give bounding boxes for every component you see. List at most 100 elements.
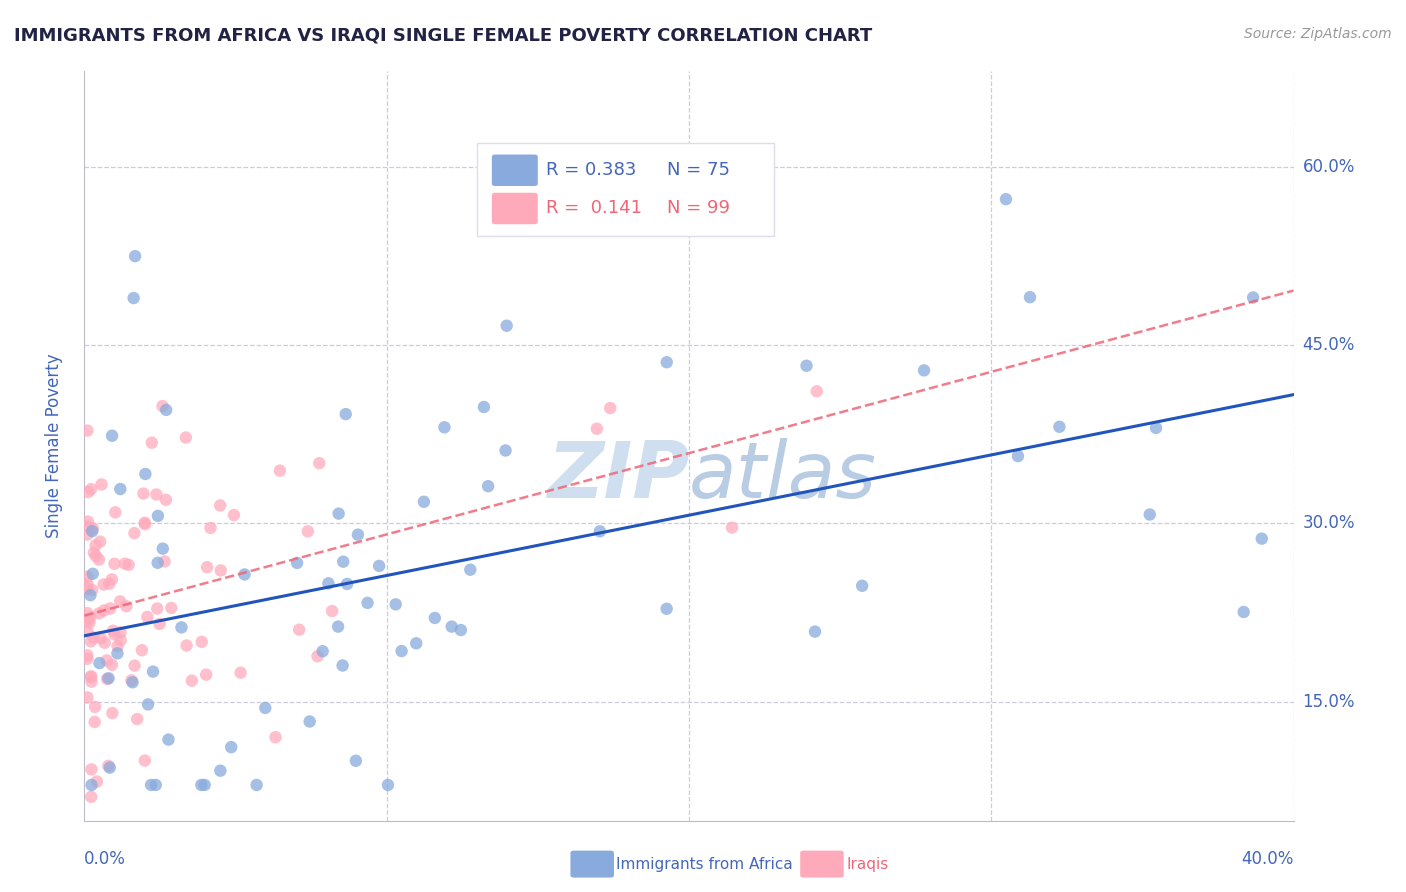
Point [298, 714, 321, 729]
Point [146, 556, 169, 570]
Point [98, 761, 121, 775]
Point [495, 318, 517, 333]
Point [80, 482, 103, 496]
Point [124, 526, 146, 541]
Point [80, 669, 103, 683]
Text: 45.0%: 45.0% [1302, 336, 1355, 354]
Point [80, 674, 103, 689]
Point [89, 534, 111, 549]
Point [1139, 508, 1161, 522]
Text: Single Female Poverty: Single Female Poverty [45, 354, 63, 538]
FancyBboxPatch shape [492, 193, 538, 224]
Point [141, 435, 163, 450]
Point [721, 520, 744, 534]
Point [336, 577, 359, 591]
Point [155, 403, 177, 417]
Point [76, 424, 98, 438]
Point [90, 477, 112, 491]
Point [368, 558, 391, 573]
Point [132, 486, 155, 500]
Point [76, 624, 98, 639]
Point [326, 619, 349, 633]
Point [1007, 449, 1029, 463]
FancyBboxPatch shape [571, 851, 614, 878]
Point [79, 610, 101, 624]
Point [107, 646, 129, 660]
Point [76, 648, 98, 663]
Point [93, 636, 115, 650]
Point [152, 541, 174, 556]
Point [332, 658, 354, 673]
Point [76, 569, 98, 583]
Point [195, 560, 218, 574]
Point [79, 615, 101, 630]
Point [344, 754, 367, 768]
Point [76, 577, 98, 591]
Point [806, 384, 828, 399]
Point [307, 649, 329, 664]
Point [117, 558, 139, 572]
Point [101, 624, 124, 638]
Point [76, 606, 98, 620]
Point [134, 467, 156, 481]
Point [423, 611, 446, 625]
Text: 30.0%: 30.0% [1302, 515, 1355, 533]
Point [1144, 421, 1167, 435]
Point [152, 399, 174, 413]
Point [131, 643, 153, 657]
Point [209, 564, 232, 578]
Point [76, 690, 98, 705]
Point [477, 479, 499, 493]
Text: atlas: atlas [689, 438, 877, 514]
Point [495, 443, 517, 458]
Text: Iraqis: Iraqis [846, 856, 889, 871]
Point [98, 601, 121, 615]
Point [149, 617, 172, 632]
Point [98, 576, 121, 591]
Point [356, 596, 378, 610]
Point [134, 517, 156, 532]
Point [209, 499, 232, 513]
Point [851, 579, 873, 593]
Point [450, 623, 472, 637]
Point [153, 554, 176, 568]
Point [377, 778, 399, 792]
Point [76, 652, 98, 666]
Point [472, 400, 495, 414]
Point [328, 507, 350, 521]
Point [83, 631, 105, 645]
Point [269, 464, 291, 478]
Point [139, 778, 162, 792]
Point [311, 644, 333, 658]
Point [229, 665, 252, 680]
Point [124, 658, 146, 673]
Point [107, 639, 129, 653]
Point [174, 431, 197, 445]
Point [97, 758, 120, 772]
Text: N = 99: N = 99 [668, 200, 730, 218]
Point [233, 567, 256, 582]
Point [83, 714, 105, 729]
Point [77, 515, 100, 529]
Point [1047, 419, 1070, 434]
FancyBboxPatch shape [800, 851, 844, 878]
Point [136, 610, 159, 624]
Point [297, 524, 319, 539]
Point [146, 601, 169, 615]
Text: R =  0.141: R = 0.141 [547, 200, 643, 218]
Point [796, 359, 818, 373]
Point [460, 563, 482, 577]
Point [194, 778, 217, 792]
Point [82, 566, 104, 581]
Point [83, 546, 105, 560]
Point [190, 635, 212, 649]
Point [332, 555, 354, 569]
Point [124, 249, 146, 263]
Point [89, 607, 111, 621]
Point [110, 482, 132, 496]
Point [142, 665, 165, 679]
Point [97, 671, 120, 685]
Point [912, 363, 935, 377]
Point [384, 598, 406, 612]
Point [804, 624, 827, 639]
